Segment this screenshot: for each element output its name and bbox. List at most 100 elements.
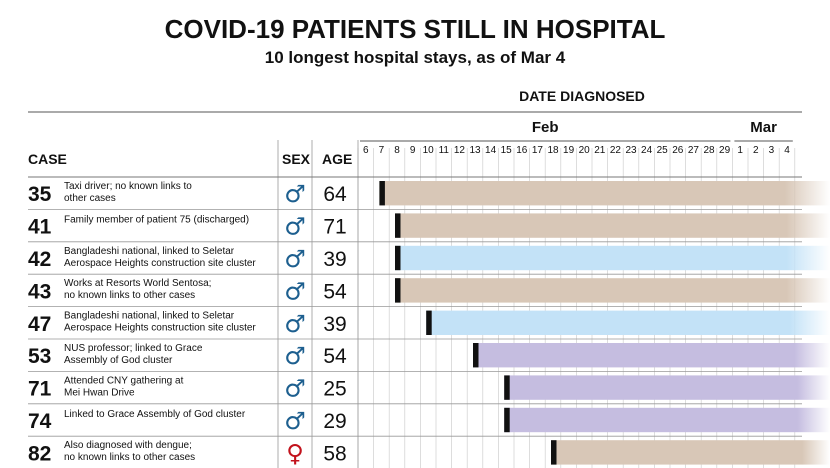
case-description: Works at Resorts World Sentosa; [64, 278, 211, 289]
sex-header: SEX [282, 151, 311, 167]
case-description: Bangladeshi national, linked to Seletar [64, 246, 235, 257]
chart-subtitle: 10 longest hospital stays, as of Mar 4 [265, 48, 566, 67]
case-number: 35 [28, 183, 52, 206]
day-label: 7 [379, 145, 385, 156]
month-label: Mar [750, 119, 777, 136]
stay-bar [504, 375, 830, 400]
diagnosis-marker [395, 245, 401, 271]
case-description: Bangladeshi national, linked to Seletar [64, 311, 235, 322]
female-icon: ♀ [286, 439, 304, 467]
age-value: 54 [323, 280, 347, 303]
stay-bar [379, 181, 830, 206]
diagnosis-marker [379, 181, 385, 206]
stay-bar [395, 213, 830, 238]
day-label: 21 [594, 145, 606, 156]
day-label: 2 [753, 145, 759, 156]
male-icon: ♂ [284, 213, 306, 241]
case-number: 47 [28, 313, 51, 336]
stay-bar [395, 245, 830, 271]
table-row: 42 Bangladeshi national, linked to Seleta… [28, 245, 830, 275]
table-row: 47 Bangladeshi national, linked to Seleta… [28, 310, 830, 340]
case-description: Also diagnosed with dengue; [64, 440, 192, 451]
day-label: 15 [501, 145, 513, 156]
day-label: 10 [423, 145, 435, 156]
age-value: 25 [323, 378, 346, 401]
diagnosis-marker [395, 278, 401, 303]
case-number: 53 [28, 345, 51, 368]
age-value: 39 [323, 248, 346, 271]
case-description: no known links to other cases [64, 290, 195, 301]
case-description: Attended CNY gathering at [64, 375, 184, 386]
diagnosis-marker [551, 440, 557, 465]
month-label: Feb [532, 119, 559, 136]
day-label: 18 [547, 145, 559, 156]
day-label: 24 [641, 145, 653, 156]
stay-bar [395, 278, 830, 303]
male-icon: ♂ [284, 245, 306, 273]
table-row: 43 Works at Resorts World Sentosa;no know… [28, 277, 830, 308]
case-number: 82 [28, 442, 51, 465]
diagnosis-marker [473, 343, 479, 368]
case-description: no known links to other cases [64, 452, 195, 463]
table-row: 53 NUS professor; linked to GraceAssembly… [28, 342, 830, 372]
day-label: 6 [363, 145, 369, 156]
date-diagnosed-header: DATE DIAGNOSED [519, 88, 645, 104]
male-icon: ♂ [284, 342, 306, 370]
case-description: Linked to Grace Assembly of God cluster [64, 409, 246, 420]
age-value: 64 [323, 183, 347, 206]
case-description: Aerospace Heights construction site clus… [64, 258, 256, 269]
age-value: 54 [323, 345, 347, 368]
day-label: 11 [439, 145, 450, 156]
case-description: Taxi driver; no known links to [64, 181, 192, 192]
day-label: 25 [657, 145, 669, 156]
case-description: Assembly of God cluster [64, 355, 173, 366]
day-label: 29 [719, 145, 731, 156]
day-labels: 6 7 8 9 10 11 12 13 14 15 16 17 18 19 20 21 22 23 24 25 26 27… [363, 145, 790, 156]
day-label: 14 [485, 145, 497, 156]
day-label: 4 [784, 145, 790, 156]
age-value: 71 [323, 216, 346, 239]
age-value: 39 [323, 313, 346, 336]
stay-bar [551, 440, 830, 465]
case-header: CASE [28, 151, 67, 167]
age-header: AGE [322, 151, 352, 167]
table-row: 74 Linked to Grace Assembly of God cluste… [28, 407, 830, 437]
male-icon: ♂ [284, 310, 306, 338]
case-number: 42 [28, 248, 51, 271]
day-label: 27 [688, 145, 700, 156]
male-icon: ♂ [284, 375, 306, 403]
day-label: 17 [532, 145, 544, 156]
day-label: 3 [769, 145, 775, 156]
stay-bar [473, 343, 830, 368]
stay-bar [504, 407, 830, 433]
diagnosis-marker [504, 375, 510, 400]
case-number: 74 [28, 410, 52, 433]
case-description: NUS professor; linked to Grace [64, 343, 203, 354]
case-description: Aerospace Heights construction site clus… [64, 323, 256, 334]
diagnosis-marker [504, 407, 510, 433]
age-value: 29 [323, 410, 346, 433]
case-number: 41 [28, 216, 52, 239]
age-value: 58 [323, 442, 346, 465]
table-row: 41 Family member of patient 75 (discharge… [28, 213, 830, 243]
case-description: Mei Hwan Drive [64, 387, 135, 398]
day-label: 1 [737, 145, 743, 156]
case-description: Family member of patient 75 (discharged) [64, 214, 249, 225]
chart-title: COVID-19 PATIENTS STILL IN HOSPITAL [165, 14, 666, 44]
case-number: 43 [28, 280, 51, 303]
day-label: 8 [394, 145, 400, 156]
diagnosis-marker [395, 213, 401, 238]
day-label: 12 [454, 145, 466, 156]
day-label: 16 [516, 145, 528, 156]
day-label: 20 [579, 145, 591, 156]
day-label: 26 [672, 145, 684, 156]
day-label: 19 [563, 145, 575, 156]
day-label: 22 [610, 145, 622, 156]
month-labels: Feb Mar [360, 119, 793, 142]
male-icon: ♂ [284, 180, 306, 208]
case-description: other cases [64, 193, 116, 204]
